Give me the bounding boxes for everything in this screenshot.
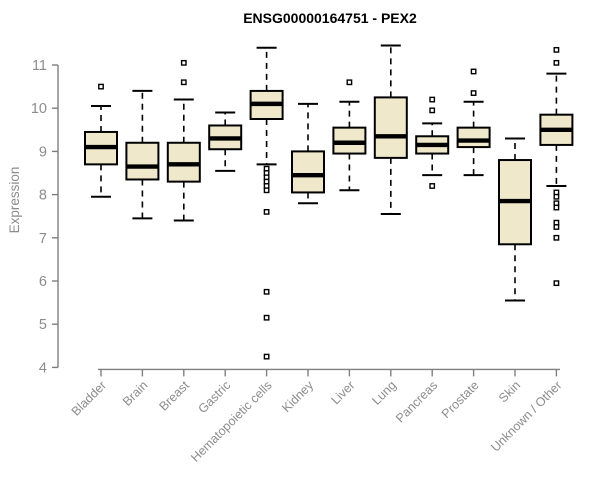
x-tick-label-kidney: Kidney [279, 378, 316, 415]
outlier-point [429, 183, 436, 189]
x-tick-label-brain: Brain [120, 378, 151, 409]
y-tick-label: 5 [39, 317, 47, 333]
outlier-point [263, 288, 270, 295]
boxplot-brain [125, 89, 160, 220]
outlier-point [263, 208, 270, 215]
y-tick-label: 8 [39, 188, 47, 204]
iqr-box [373, 96, 408, 159]
outlier-point [553, 193, 560, 200]
outlier-point [346, 79, 353, 86]
outlier-point [553, 204, 560, 211]
y-tick-label: 11 [32, 58, 47, 74]
chart-title: ENSG00000164751 - PEX2 [243, 10, 417, 26]
x-tick-label-prostate: Prostate [439, 378, 482, 421]
outlier-point [429, 107, 436, 114]
outlier-point [470, 90, 477, 96]
outlier-point [263, 353, 270, 360]
x-tick-label-gastric: Gastric [195, 378, 233, 416]
y-tick-label: 9 [39, 144, 47, 160]
x-tick-label-breast: Breast [156, 378, 192, 414]
boxplot-breast [166, 59, 201, 222]
boxplot-prostate [456, 68, 491, 177]
x-tick-label-lung: Lung [369, 378, 399, 408]
outlier-point [553, 46, 560, 53]
outlier-point [98, 83, 104, 90]
boxplot-bladder [84, 83, 118, 198]
y-tick-label: 4 [39, 360, 47, 376]
x-tick-label-pancreas: Pancreas [393, 378, 440, 425]
x-tick-label-bladder: Bladder [69, 378, 109, 418]
outlier-point [180, 79, 187, 86]
outlier-point [553, 234, 560, 241]
outlier-point [263, 314, 270, 321]
boxplot-liver [332, 79, 367, 192]
outlier-point [470, 68, 477, 75]
boxplot-pancreas [415, 96, 450, 189]
y-tick-label: 7 [39, 231, 47, 247]
y-tick-label: 10 [31, 101, 47, 117]
boxplot-skin [498, 137, 532, 302]
y-tick-label: 6 [39, 274, 47, 290]
x-tick-label-hematopoietic-cells: Hematopoietic cells [188, 378, 275, 465]
iqr-box [291, 150, 325, 194]
outlier-point [553, 280, 560, 287]
boxplot-hematopoietic-cells [249, 46, 284, 360]
outlier-point [553, 59, 560, 66]
x-tick-label-unknown-other: Unknown / Other [488, 378, 564, 454]
boxplot-lung [373, 44, 408, 216]
outlier-point [429, 96, 436, 103]
boxplot-kidney [291, 102, 325, 205]
y-axis-title: Expression [7, 166, 22, 234]
boxplot-gastric [208, 111, 243, 172]
outlier-point [553, 224, 560, 230]
outlier-point [263, 187, 270, 194]
boxplot-unknown-other [539, 46, 574, 287]
x-tick-label-liver: Liver [328, 378, 357, 407]
outlier-point [180, 59, 187, 66]
iqr-box [125, 141, 160, 181]
x-tick-label-skin: Skin [496, 378, 523, 405]
iqr-box [456, 126, 491, 149]
